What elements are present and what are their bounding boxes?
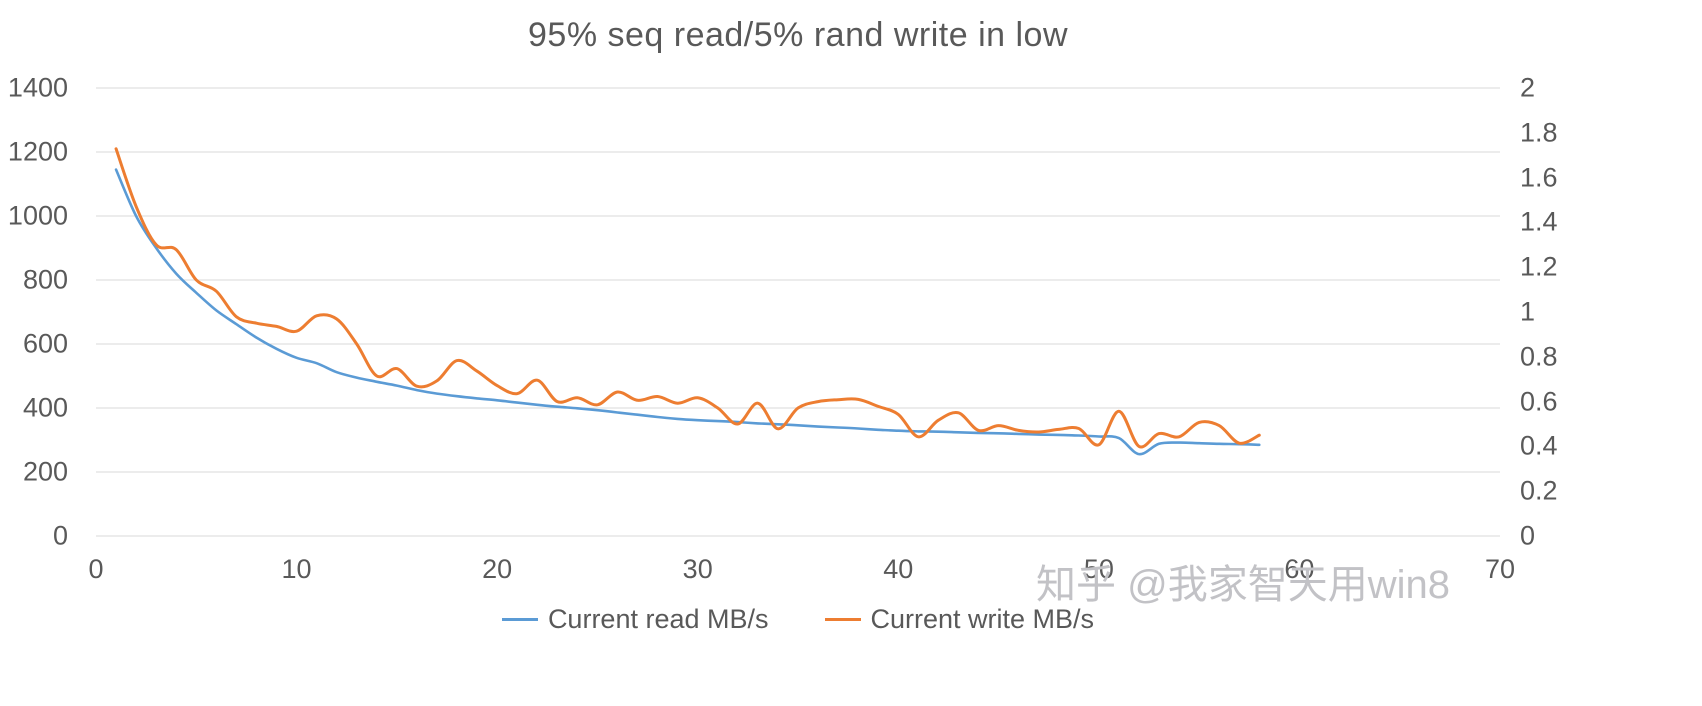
legend-label-read: Current read MB/s	[547, 604, 769, 634]
x-axis-tick-label: 30	[682, 554, 713, 584]
x-axis-tick-label: 60	[1284, 554, 1315, 584]
legend-item-current-write: Current write MB/s	[824, 604, 1095, 635]
y-axis-right-tick-label: 1.6	[1520, 162, 1558, 193]
x-axis-tick-label: 10	[281, 554, 312, 584]
y-axis-left-tick-label: 1400	[7, 72, 68, 103]
legend-line-swatch-read	[501, 618, 538, 621]
y-axis-right-tick-label: 0	[1520, 520, 1536, 551]
y-axis-left-tick-label: 400	[22, 392, 68, 423]
legend-line-swatch-write	[824, 618, 861, 621]
x-axis-tick-label: 50	[1083, 554, 1114, 584]
y-axis-left-tick-label: 600	[22, 328, 68, 359]
y-axis-right-tick-label: 0.6	[1520, 386, 1558, 417]
series-line-read	[114, 168, 1261, 456]
x-axis-tick-label: 0	[88, 554, 104, 584]
y-axis-left-tick-label: 200	[22, 456, 68, 487]
y-axis-right-tick-label: 1	[1520, 296, 1536, 327]
chart-title: 95% seq read/5% rand write in low	[528, 16, 1068, 54]
series-line-write	[114, 147, 1261, 449]
legend-label-write: Current write MB/s	[870, 604, 1095, 634]
y-axis-right-tick-label: 0.4	[1520, 430, 1558, 461]
legend: Current read MB/s Current write MB/s	[96, 604, 1500, 635]
y-axis-right-tick-label: 0.2	[1520, 475, 1558, 506]
y-axis-left-tick-label: 0	[52, 520, 68, 551]
x-axis-tick-label: 70	[1484, 554, 1516, 584]
x-axis-tick-label: 40	[883, 554, 914, 584]
y-axis-left-tick-label: 800	[22, 264, 68, 295]
y-axis-right-tick-label: 2	[1520, 72, 1536, 103]
y-axis-left-tick-label: 1200	[7, 136, 68, 167]
x-axis-tick-label: 20	[482, 554, 513, 584]
y-axis-left-tick-label: 1000	[7, 200, 68, 231]
legend-item-current-read: Current read MB/s	[501, 604, 769, 635]
y-axis-right-tick-label: 1.4	[1520, 206, 1558, 237]
watermark: 知乎 @我家智天用win8	[1036, 563, 1450, 607]
y-axis-right-tick-label: 1.2	[1520, 251, 1558, 282]
y-axis-right-tick-label: 1.8	[1520, 117, 1558, 148]
y-axis-right-tick-label: 0.8	[1520, 341, 1558, 372]
